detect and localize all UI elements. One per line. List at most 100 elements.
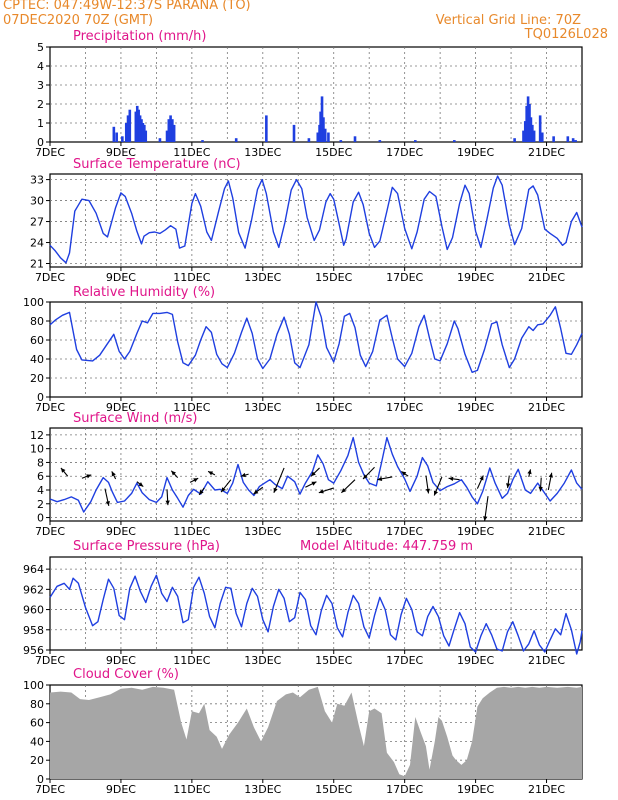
precip-bar bbox=[165, 130, 169, 142]
precip-bar bbox=[141, 123, 145, 142]
pressure-ytick-label: 964 bbox=[23, 563, 44, 576]
pressure-ytick-label: 962 bbox=[23, 583, 44, 596]
wind-arrow-head bbox=[193, 478, 199, 483]
precip-xtick-label: 17DEC bbox=[386, 146, 423, 159]
precip-bar bbox=[327, 132, 330, 142]
precip-bar bbox=[265, 115, 268, 142]
precip-bar bbox=[540, 132, 544, 142]
precip-ytick-label: 5 bbox=[37, 41, 44, 54]
pressure-xtick-label: 9DEC bbox=[106, 654, 136, 667]
wind-arrow-head bbox=[273, 487, 278, 493]
temp-ytick-label: 21 bbox=[30, 258, 44, 271]
wind-xtick-label: 9DEC bbox=[106, 525, 136, 538]
wind-arrow-head bbox=[538, 486, 543, 492]
precip-bar bbox=[532, 130, 536, 142]
wind-arrow-head bbox=[433, 490, 438, 496]
precip-bar bbox=[529, 117, 533, 142]
rh-panel-title: Relative Humidity (%) bbox=[73, 285, 215, 300]
rh-ytick-label: 0 bbox=[37, 391, 44, 404]
precip-bar bbox=[167, 119, 171, 142]
wind-arrow-head bbox=[86, 474, 92, 479]
cloud-ytick-label: 20 bbox=[30, 754, 44, 767]
precip-bar bbox=[128, 109, 132, 142]
temp-plot-frame bbox=[49, 173, 583, 268]
cloud-cover-area bbox=[50, 686, 582, 779]
wind-arrow-head bbox=[401, 471, 407, 476]
wind-arrow-head bbox=[506, 483, 511, 488]
pressure-xtick-label: 7DEC bbox=[35, 654, 65, 667]
wind-xtick-label: 11DEC bbox=[173, 525, 210, 538]
wind-arrow-head bbox=[483, 516, 488, 521]
rh-ytick-label: 100 bbox=[23, 296, 44, 309]
wind-arrow-head bbox=[105, 501, 110, 506]
wind-xtick-label: 21DEC bbox=[528, 525, 565, 538]
pressure-series-line bbox=[49, 574, 583, 655]
wind-arrow-head bbox=[341, 488, 347, 493]
cloud-ytick-label: 60 bbox=[30, 717, 44, 730]
precip-plot-frame bbox=[49, 46, 583, 143]
precip-bar bbox=[525, 105, 528, 142]
station-line: CPTEC: 047:49W-12:37S PARANA (TO) bbox=[3, 0, 251, 13]
cloud-xtick-label: 9DEC bbox=[106, 783, 136, 796]
precip-bar bbox=[323, 128, 327, 142]
precip-bar bbox=[115, 132, 118, 142]
temp-xtick-label: 19DEC bbox=[457, 271, 494, 284]
wind-arrow-head bbox=[318, 489, 324, 494]
wind-arrow-head bbox=[479, 475, 484, 481]
precip-bar bbox=[526, 96, 530, 142]
precip-bar bbox=[320, 96, 324, 142]
wind-arrow-head bbox=[60, 468, 66, 473]
wind-arrow-head bbox=[221, 487, 226, 493]
wind-plot-frame bbox=[49, 427, 583, 522]
wind-xtick-label: 19DEC bbox=[457, 525, 494, 538]
rh-xtick-label: 11DEC bbox=[173, 401, 210, 414]
precip-bar bbox=[137, 109, 140, 142]
wind-arrow-head bbox=[363, 474, 368, 479]
precip-bar bbox=[124, 123, 128, 142]
precip-bar bbox=[201, 140, 204, 142]
precip-xtick-label: 21DEC bbox=[528, 146, 565, 159]
precip-ytick-label: 2 bbox=[37, 98, 44, 111]
cloud-xtick-label: 7DEC bbox=[35, 783, 65, 796]
temp-xtick-label: 21DEC bbox=[528, 271, 565, 284]
precip-xtick-label: 11DEC bbox=[173, 146, 210, 159]
wind-arrow-head bbox=[199, 489, 204, 495]
wind-series-line bbox=[49, 436, 583, 513]
pressure-panel-title: Surface Pressure (hPa) bbox=[73, 539, 220, 554]
temp-xtick-label: 11DEC bbox=[173, 271, 210, 284]
wind-arrow-head bbox=[548, 472, 553, 478]
precip-bar bbox=[126, 115, 130, 142]
precip-bar bbox=[513, 138, 516, 142]
cloud-xtick-label: 13DEC bbox=[244, 783, 281, 796]
rh-xtick-label: 7DEC bbox=[35, 401, 65, 414]
wind-ytick-label: 10 bbox=[30, 443, 44, 456]
wind-ytick-label: 8 bbox=[37, 456, 44, 469]
rh-ytick-label: 60 bbox=[30, 334, 44, 347]
cloud-xtick-label: 19DEC bbox=[457, 783, 494, 796]
wind-ytick-label: 12 bbox=[30, 429, 44, 442]
precip-bar bbox=[528, 104, 531, 142]
pressure-xtick-label: 15DEC bbox=[315, 654, 352, 667]
precip-bar bbox=[523, 121, 527, 142]
rh-ytick-label: 20 bbox=[30, 372, 44, 385]
cloud-xtick-label: 21DEC bbox=[528, 783, 565, 796]
rh-xtick-label: 15DEC bbox=[315, 401, 352, 414]
precip-bar bbox=[322, 117, 325, 142]
wind-xtick-label: 15DEC bbox=[315, 525, 352, 538]
rh-xtick-label: 17DEC bbox=[386, 401, 423, 414]
precip-bar bbox=[571, 138, 575, 142]
cloud-ytick-label: 0 bbox=[37, 773, 44, 786]
pressure-ytick-label: 960 bbox=[23, 604, 44, 617]
precip-bar bbox=[566, 136, 570, 142]
wind-ytick-label: 2 bbox=[37, 498, 44, 511]
wind-arrow-head bbox=[527, 469, 532, 475]
pressure-xtick-label: 17DEC bbox=[386, 654, 423, 667]
wind-arrow-head bbox=[165, 500, 170, 506]
precip-bar bbox=[453, 140, 456, 142]
wind-arrow-head bbox=[253, 489, 259, 495]
grid-note: Vertical Grid Line: 70Z bbox=[435, 13, 581, 28]
precip-bar bbox=[112, 126, 116, 142]
precip-ytick-label: 0 bbox=[37, 136, 44, 149]
precip-bar bbox=[319, 111, 322, 142]
